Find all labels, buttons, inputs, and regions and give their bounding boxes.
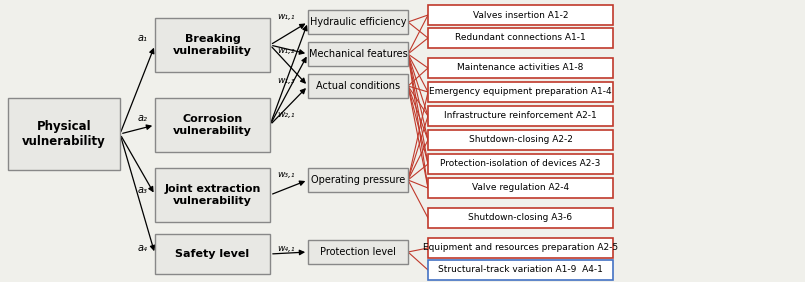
Text: w₁,₂: w₁,₂: [278, 45, 295, 54]
FancyBboxPatch shape: [8, 98, 120, 170]
Text: Shutdown-closing A2-2: Shutdown-closing A2-2: [469, 135, 572, 144]
Text: Joint extraction
vulnerability: Joint extraction vulnerability: [164, 184, 261, 206]
Text: Hydraulic efficiency: Hydraulic efficiency: [310, 17, 407, 27]
Text: Mechanical features: Mechanical features: [308, 49, 407, 59]
Text: w₃,₁: w₃,₁: [278, 171, 295, 180]
FancyBboxPatch shape: [308, 168, 408, 192]
Text: w₁,₁: w₁,₁: [278, 12, 295, 21]
Text: a₄: a₄: [138, 243, 148, 253]
FancyBboxPatch shape: [428, 238, 613, 258]
FancyBboxPatch shape: [428, 154, 613, 174]
Text: Protection level: Protection level: [320, 247, 396, 257]
Text: w₂,₁: w₂,₁: [278, 111, 295, 120]
Text: Corrosion
vulnerability: Corrosion vulnerability: [173, 114, 252, 136]
FancyBboxPatch shape: [428, 28, 613, 48]
Text: Valves insertion A1-2: Valves insertion A1-2: [473, 10, 568, 19]
Text: a₃: a₃: [138, 185, 148, 195]
FancyBboxPatch shape: [428, 82, 613, 102]
FancyBboxPatch shape: [155, 98, 270, 152]
FancyBboxPatch shape: [428, 58, 613, 78]
Text: Valve regulation A2-4: Valve regulation A2-4: [472, 184, 569, 193]
Text: Maintenance activities A1-8: Maintenance activities A1-8: [457, 63, 584, 72]
Text: a₁: a₁: [138, 33, 148, 43]
Text: Emergency equipment preparation A1-4: Emergency equipment preparation A1-4: [429, 87, 612, 96]
FancyBboxPatch shape: [308, 240, 408, 264]
FancyBboxPatch shape: [308, 74, 408, 98]
Text: Infrastructure reinforcement A2-1: Infrastructure reinforcement A2-1: [444, 111, 597, 120]
Text: Actual conditions: Actual conditions: [316, 81, 400, 91]
FancyBboxPatch shape: [428, 106, 613, 126]
FancyBboxPatch shape: [428, 178, 613, 198]
Text: a₂: a₂: [138, 113, 148, 123]
Text: Operating pressure: Operating pressure: [311, 175, 405, 185]
Text: Breaking
vulnerability: Breaking vulnerability: [173, 34, 252, 56]
FancyBboxPatch shape: [155, 18, 270, 72]
FancyBboxPatch shape: [428, 5, 613, 25]
FancyBboxPatch shape: [428, 130, 613, 150]
Text: Protection-isolation of devices A2-3: Protection-isolation of devices A2-3: [440, 160, 601, 169]
FancyBboxPatch shape: [308, 10, 408, 34]
FancyBboxPatch shape: [308, 42, 408, 66]
Text: w₁,₃: w₁,₃: [278, 76, 295, 85]
Text: Shutdown-closing A3-6: Shutdown-closing A3-6: [469, 213, 572, 222]
Text: Safety level: Safety level: [175, 249, 250, 259]
Text: Redundant connections A1-1: Redundant connections A1-1: [455, 34, 586, 43]
Text: Equipment and resources preparation A2-5: Equipment and resources preparation A2-5: [423, 243, 618, 252]
Text: Physical
vulnerability: Physical vulnerability: [22, 120, 106, 148]
Text: Structural-track variation A1-9  A4-1: Structural-track variation A1-9 A4-1: [438, 265, 603, 274]
Text: w₄,₁: w₄,₁: [278, 243, 295, 252]
FancyBboxPatch shape: [155, 168, 270, 222]
FancyBboxPatch shape: [428, 208, 613, 228]
FancyBboxPatch shape: [428, 260, 613, 280]
FancyBboxPatch shape: [155, 234, 270, 274]
